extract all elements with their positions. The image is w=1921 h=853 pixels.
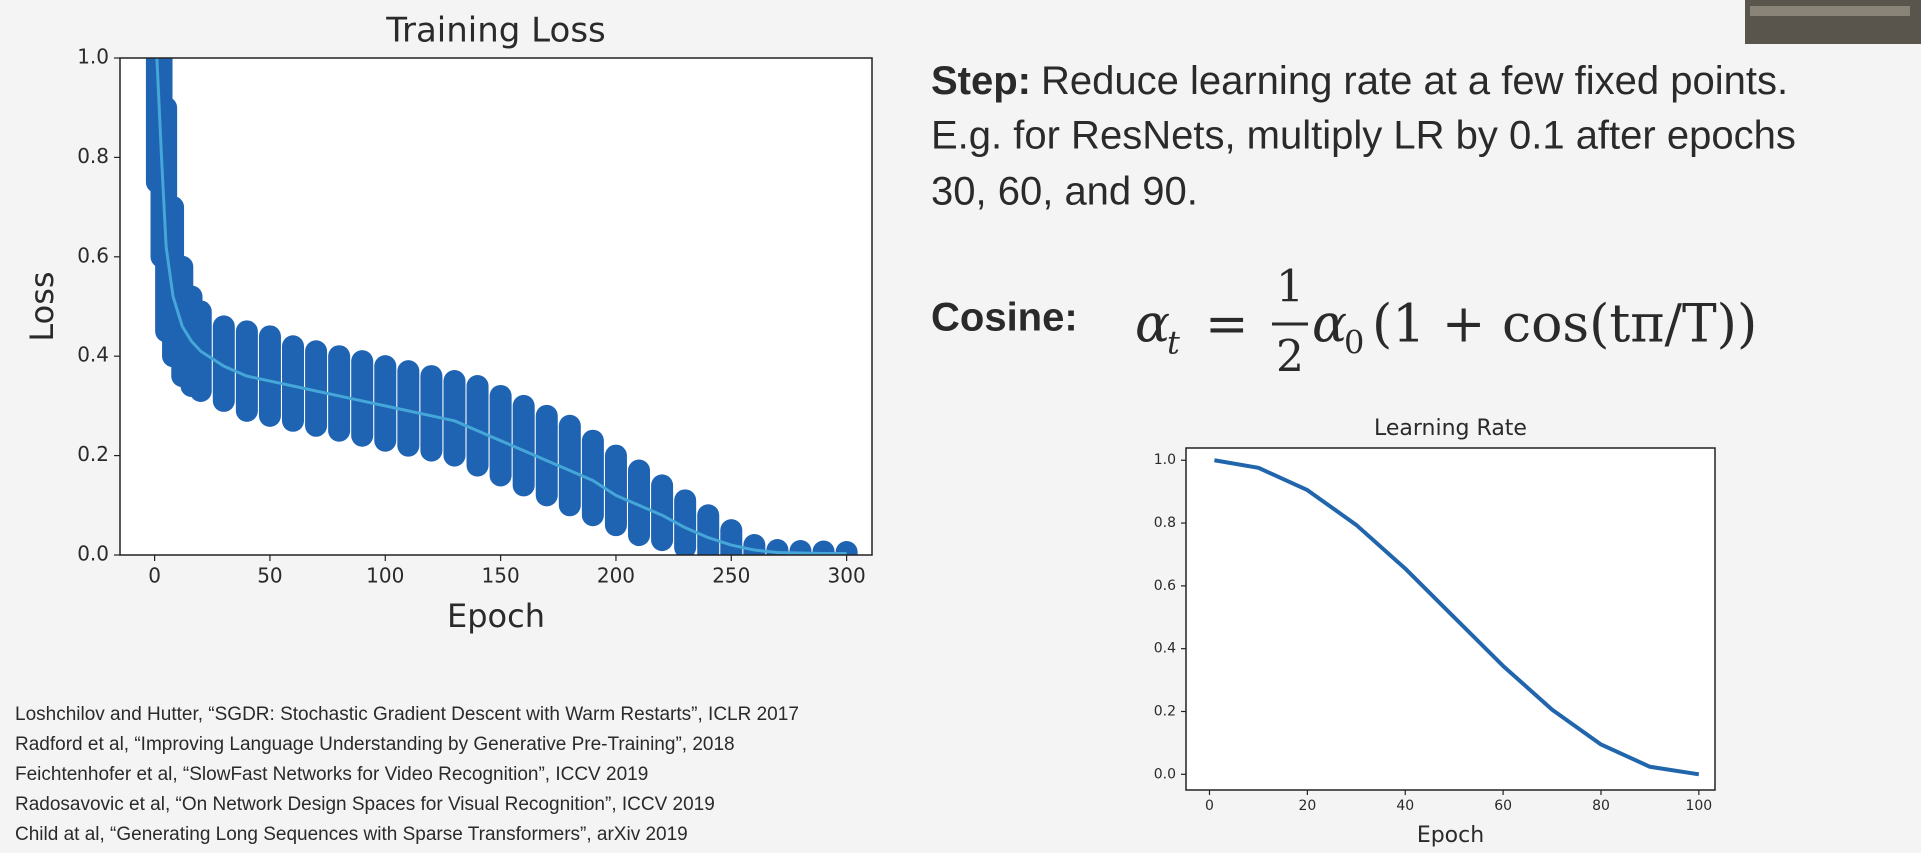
- reference: Loshchilov and Hutter, “SGDR: Stochastic…: [15, 704, 799, 725]
- formula-numerator: 1: [1276, 262, 1304, 313]
- formula-alpha: α: [1135, 295, 1170, 355]
- y-tick-label: 0.2: [77, 442, 109, 466]
- y-axis-label: Loss: [23, 271, 61, 341]
- y-tick-label: 0.4: [1154, 641, 1176, 657]
- reference: Radosavovic et al, “On Network Design Sp…: [15, 794, 715, 815]
- y-tick-label: 0.6: [77, 243, 109, 267]
- y-tick-label: 0.0: [77, 542, 109, 566]
- reference: Feichtenhofer et al, “SlowFast Networks …: [15, 764, 648, 785]
- webcam-detail: [1750, 6, 1910, 16]
- cosine-label: Cosine:: [931, 296, 1078, 340]
- x-tick-label: 200: [597, 564, 635, 588]
- y-tick-label: 0.2: [1154, 703, 1176, 719]
- y-tick-label: 0.8: [77, 144, 109, 168]
- plot-frame: [1185, 447, 1716, 791]
- y-tick-label: 1.0: [77, 45, 109, 69]
- formula-denominator: 2: [1276, 332, 1304, 383]
- x-tick-label: 80: [1592, 798, 1610, 814]
- formula-sub: 0: [1344, 324, 1364, 362]
- y-tick-label: 0.6: [1154, 578, 1176, 594]
- x-tick-label: 20: [1298, 798, 1316, 814]
- x-tick-label: 250: [712, 564, 750, 588]
- x-tick-label: 50: [257, 564, 282, 588]
- reference: Child at al, “Generating Long Sequences …: [15, 824, 688, 845]
- step-text: E.g. for ResNets, multiply LR by 0.1 aft…: [931, 114, 1796, 158]
- x-tick-label: 100: [1685, 798, 1712, 814]
- y-tick-label: 0.8: [1154, 515, 1176, 531]
- plot-marks: [1214, 458, 1700, 777]
- chart-title: Training Loss: [385, 11, 606, 51]
- step-text: 30, 60, and 90.: [931, 170, 1198, 214]
- formula-equals: =: [1205, 295, 1249, 355]
- plot-marks: [145, 58, 858, 555]
- step-text: Reduce learning rate at a few fixed poin…: [1041, 59, 1788, 103]
- x-axis-label: Epoch: [1417, 823, 1484, 848]
- x-tick-label: 100: [366, 564, 404, 588]
- x-tick-label: 0: [1205, 798, 1214, 814]
- plot-area: [1186, 448, 1715, 790]
- formula-sub: t: [1167, 324, 1180, 362]
- x-axis-label: Epoch: [447, 597, 545, 635]
- formula-alpha: α: [1312, 295, 1347, 355]
- x-tick-label: 60: [1494, 798, 1512, 814]
- y-tick-label: 1.0: [1154, 452, 1176, 468]
- x-tick-label: 40: [1396, 798, 1414, 814]
- reference: Radford et al, “Improving Language Under…: [15, 734, 735, 755]
- y-tick-label: 0.0: [1154, 766, 1176, 782]
- formula-rest: (1 + cos(tπ/T)): [1372, 295, 1757, 355]
- x-tick-label: 150: [482, 564, 520, 588]
- x-tick-label: 300: [828, 564, 866, 588]
- data-line: [155, 58, 847, 555]
- x-tick-label: 0: [148, 564, 161, 588]
- data-line: [1214, 458, 1700, 777]
- step-line: Step: Reduce learning rate at a few fixed…: [931, 59, 1788, 103]
- y-tick-label: 0.4: [77, 343, 109, 367]
- step-label: Step:: [931, 59, 1031, 103]
- chart-title: Learning Rate: [1374, 416, 1527, 441]
- plot-frame: [119, 57, 873, 556]
